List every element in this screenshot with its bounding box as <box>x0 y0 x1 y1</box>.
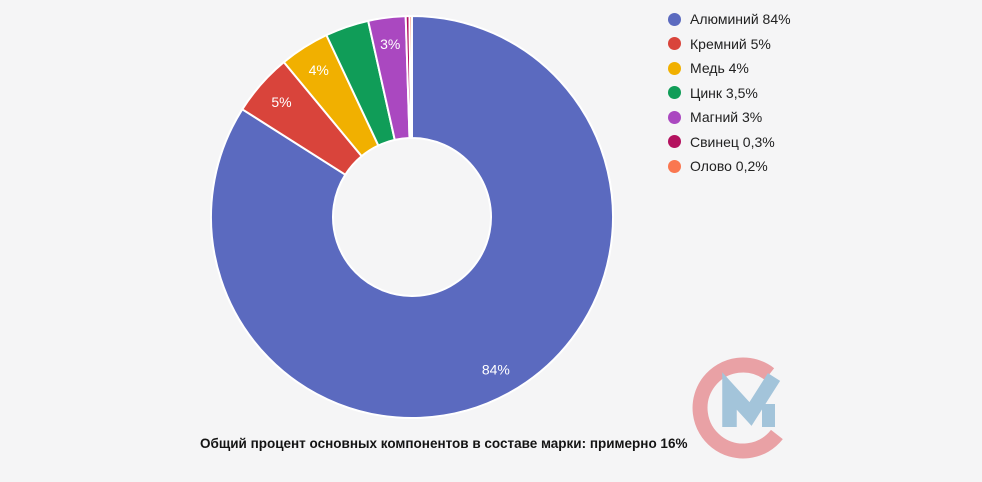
legend-item-1: Кремний 5% <box>668 37 791 51</box>
logo-m-check <box>722 372 781 427</box>
legend-item-label: Алюминий 84% <box>690 11 791 27</box>
legend-dot-icon <box>668 86 681 99</box>
legend-dot-icon <box>668 110 681 124</box>
legend-item-label: Олово 0,2% <box>690 158 768 174</box>
legend-item-label: Цинк 3,5% <box>690 84 758 101</box>
legend-dot-icon <box>668 135 681 148</box>
slice-label-2: 4% <box>309 62 329 78</box>
legend-dot-icon <box>668 61 681 75</box>
legend-item-3: Цинк 3,5% <box>668 86 791 100</box>
legend-item-5: Свинец 0,3% <box>668 135 791 149</box>
slice-label-4: 3% <box>380 36 400 52</box>
legend-dot-icon <box>668 159 681 173</box>
legend-item-label: Медь 4% <box>690 60 749 76</box>
slice-label-1: 5% <box>271 94 291 110</box>
legend-item-4: Магний 3% <box>668 110 791 124</box>
chart-caption: Общий процент основных компонентов в сос… <box>200 436 688 451</box>
pie-slice-0 <box>210 15 614 419</box>
legend-item-label: Магний 3% <box>690 109 763 125</box>
legend-dot-icon <box>668 37 681 50</box>
legend-item-label: Кремний 5% <box>690 35 771 52</box>
pie-slice-6 <box>408 15 413 140</box>
logo-c-ring <box>692 357 783 459</box>
legend-item-2: Медь 4% <box>668 61 791 75</box>
legend: Алюминий 84% Кремний 5% Медь 4% Цинк 3,5% Ма… <box>668 12 791 173</box>
logo-watermark <box>692 357 783 459</box>
legend-item-label: Свинец 0,3% <box>690 133 775 150</box>
legend-dot-icon <box>668 12 681 26</box>
slice-label-0: 84% <box>482 361 510 377</box>
legend-item-0: Алюминий 84% <box>668 12 791 26</box>
legend-item-6: Олово 0,2% <box>668 159 791 173</box>
